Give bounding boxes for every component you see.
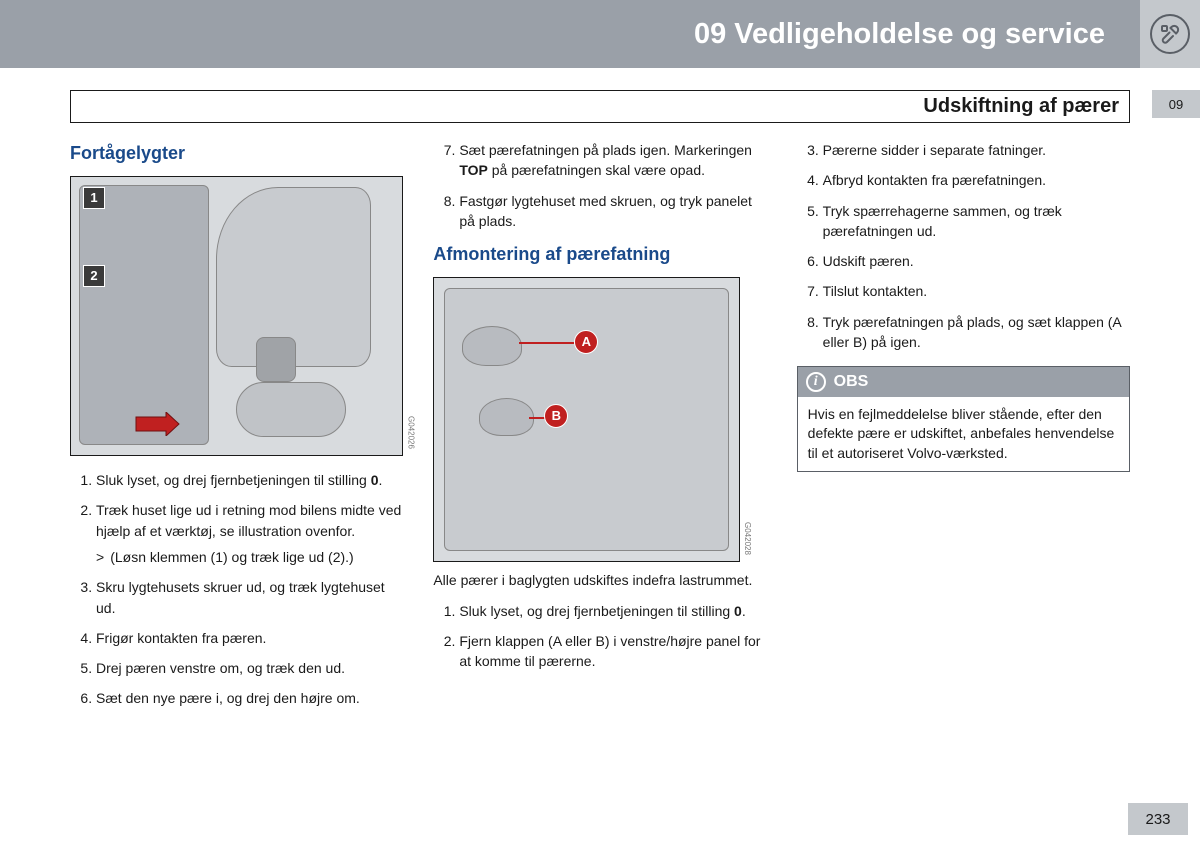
step-item: Pærerne sidder i separate fatninger.	[823, 140, 1130, 160]
step-text: Drej pæren venstre om, og træk den ud.	[96, 660, 345, 676]
step-item: Træk huset lige ud i retning mod bilens …	[96, 500, 403, 567]
step-text: Sluk lyset, og drej fjernbetjeningen til…	[459, 603, 734, 619]
step-text: Tilslut kontakten.	[823, 283, 928, 299]
step-text: Sæt den nye pære i, og drej den højre om…	[96, 690, 360, 706]
side-tab: 09	[1152, 90, 1200, 118]
page-number-box: 233	[1128, 803, 1188, 835]
section-heading-foglights: Fortågelygter	[70, 140, 403, 166]
step-text-b: .	[742, 603, 746, 619]
step-text: Tryk spærrehagerne sammen, og træk pæref…	[823, 203, 1062, 239]
illustration-housing	[236, 382, 346, 437]
sub-text: (Løsn klemmen (1) og træk lige ud (2).)	[110, 547, 354, 567]
side-tab-text: 09	[1169, 97, 1183, 112]
illustration-flap-b	[479, 398, 534, 436]
illustration-panel	[79, 185, 209, 445]
step-item: Sluk lyset, og drej fjernbetjeningen til…	[459, 601, 766, 621]
step-item: Fastgør lygtehuset med skruen, og tryk p…	[459, 191, 766, 232]
step-text: Afbryd kontakten fra pærefatningen.	[823, 172, 1046, 188]
step-bold: TOP	[459, 162, 488, 178]
obs-header: i OBS	[798, 367, 1129, 396]
callout-2: 2	[83, 265, 105, 287]
leader-line-a	[519, 338, 579, 348]
obs-label: OBS	[834, 370, 869, 393]
chapter-icon-box	[1140, 0, 1200, 68]
steps-list-3: Pærerne sidder i separate fatninger. Afb…	[797, 140, 1130, 352]
steps-list-2-bottom: Sluk lyset, og drej fjernbetjeningen til…	[433, 601, 766, 672]
column-1: Fortågelygter 1 2 G042026 Sluk lyset, og…	[70, 140, 403, 787]
step-item: Udskift pæren.	[823, 251, 1130, 271]
step-item: Sæt pærefatningen på plads igen. Markeri…	[459, 140, 766, 181]
step-item: Tryk pærefatningen på plads, og sæt klap…	[823, 312, 1130, 353]
step-text-b: .	[379, 472, 383, 488]
subheader-text: Udskiftning af pærer	[923, 95, 1119, 117]
step-text: Pærerne sidder i separate fatninger.	[823, 142, 1046, 158]
info-icon: i	[806, 372, 826, 392]
step-item: Fjern klappen (A eller B) i venstre/højr…	[459, 631, 766, 672]
step-item: Sluk lyset, og drej fjernbetjeningen til…	[96, 470, 403, 490]
step-item: Sæt den nye pære i, og drej den højre om…	[96, 688, 403, 708]
chapter-header: 09 Vedligeholdelse og service	[0, 0, 1200, 68]
step-text: Tryk pærefatningen på plads, og sæt klap…	[823, 314, 1121, 350]
obs-body: Hvis en fejlmeddelelse bliver stående, e…	[798, 397, 1129, 472]
step-item: Skru lygtehusets skruer ud, og træk lygt…	[96, 577, 403, 618]
step-text: Skru lygtehusets skruer ud, og træk lygt…	[96, 579, 385, 615]
wrench-svg	[1158, 22, 1182, 46]
obs-note-box: i OBS Hvis en fejlmeddelelse bliver ståe…	[797, 366, 1130, 472]
chapter-title-text: Vedligeholdelse og service	[734, 18, 1105, 50]
wrench-icon	[1150, 14, 1190, 54]
steps-list-2-top: Sæt pærefatningen på plads igen. Markeri…	[433, 140, 766, 231]
illustration-bulb	[256, 337, 296, 382]
step-text: Fastgør lygtehuset med skruen, og tryk p…	[459, 193, 752, 229]
step-item: Tryk spærrehagerne sammen, og træk pæref…	[823, 201, 1130, 242]
figure-taillight: A B G042028	[433, 277, 740, 562]
steps-list-1: Sluk lyset, og drej fjernbetjeningen til…	[70, 470, 403, 709]
step-text: Træk huset lige ud i retning mod bilens …	[96, 502, 401, 538]
column-2: Sæt pærefatningen på plads igen. Markeri…	[433, 140, 766, 787]
chapter-number: 09	[694, 18, 726, 50]
step-text-b: på pærefatningen skal være opad.	[488, 162, 705, 178]
step-text: Udskift pæren.	[823, 253, 914, 269]
figure-caption: Alle pærer i baglygten udskiftes indefra…	[433, 570, 766, 590]
page-number: 233	[1145, 811, 1170, 828]
figure-id: G042026	[405, 416, 417, 449]
sub-step: > (Løsn klemmen (1) og træk lige ud (2).…	[96, 547, 403, 567]
step-bold: 0	[734, 603, 742, 619]
callout-1: 1	[83, 187, 105, 209]
illustration-flap-a	[462, 326, 522, 366]
step-item: Tilslut kontakten.	[823, 281, 1130, 301]
step-item: Drej pæren venstre om, og træk den ud.	[96, 658, 403, 678]
step-item: Afbryd kontakten fra pærefatningen.	[823, 170, 1130, 190]
step-text: Sæt pærefatningen på plads igen. Markeri…	[459, 142, 752, 158]
chapter-title: 09 Vedligeholdelse og service	[694, 18, 1105, 51]
sub-marker: >	[96, 547, 104, 567]
step-text: Fjern klappen (A eller B) i venstre/højr…	[459, 633, 760, 669]
step-bold: 0	[371, 472, 379, 488]
step-text: Frigør kontakten fra pæren.	[96, 630, 266, 646]
column-3: Pærerne sidder i separate fatninger. Afb…	[797, 140, 1130, 787]
step-item: Frigør kontakten fra pæren.	[96, 628, 403, 648]
section-heading-removal: Afmontering af pærefatning	[433, 241, 766, 267]
figure-id: G042028	[741, 522, 753, 555]
figure-foglight: 1 2 G042026	[70, 176, 403, 456]
arrow-down-icon	[131, 412, 181, 436]
step-text: Sluk lyset, og drej fjernbetjeningen til…	[96, 472, 371, 488]
content-area: Fortågelygter 1 2 G042026 Sluk lyset, og…	[70, 140, 1130, 787]
section-subheader: Udskiftning af pærer	[70, 90, 1130, 123]
